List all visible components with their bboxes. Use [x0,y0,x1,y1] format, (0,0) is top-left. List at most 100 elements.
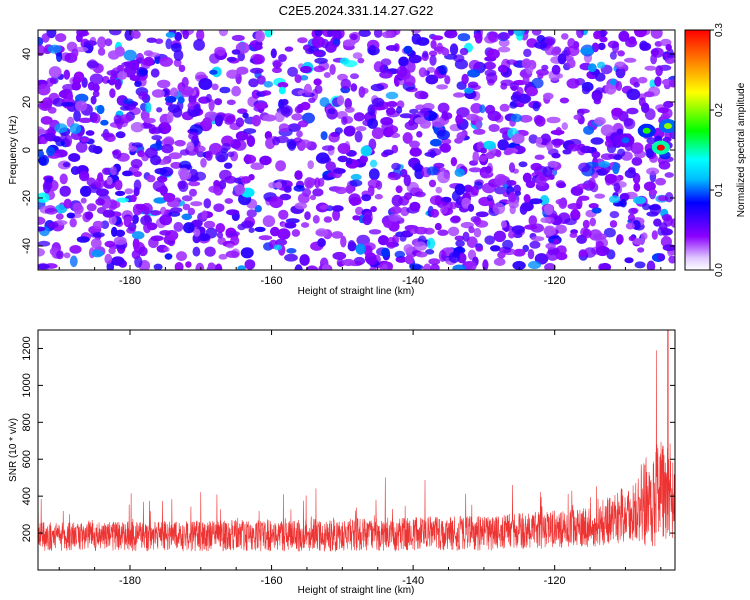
heatmap-cell [391,162,401,170]
heatmap-cell [467,203,475,212]
heatmap-cell [312,215,320,224]
heatmap-cell [345,184,354,194]
heatmap-cell [159,56,174,67]
heatmap-cell [600,153,614,161]
heatmap-cell [177,96,185,104]
heatmap-cell [504,147,514,155]
heatmap-cell [512,260,526,270]
heatmap-cell [559,97,570,104]
snr-x-ticks: -180 -160 -140 -120 [58,330,662,587]
heatmap-cell [173,221,184,232]
heatmap-cell [96,188,109,197]
heatmap-cell [394,250,406,258]
heatmap-cell [668,255,675,264]
heatmap-cell [591,207,602,214]
heatmap-cell [111,256,125,266]
heatmap-cell [102,167,111,175]
heatmap-cell [244,154,252,165]
heatmap-cell [131,249,141,260]
heatmap-cell [370,206,377,213]
heatmap-cell [275,181,283,189]
heatmap-cell [108,247,116,255]
heatmap-cell [214,98,223,106]
heatmap-cell [617,148,626,157]
heatmap-cell [614,61,627,70]
heatmap-cell [38,216,46,225]
heatmap-cell [174,262,184,270]
heatmap-cell [428,50,438,57]
x-tick-label: -180 [119,575,141,587]
heatmap-cell [235,117,245,128]
heatmap-cell [650,30,663,39]
heatmap-cell [542,166,553,178]
heatmap-cell [454,168,465,177]
heatmap-cell [626,107,639,115]
heatmap-cell [44,207,58,215]
heatmap-cell [370,159,378,168]
heatmap-cell [352,52,363,59]
heatmap-cell [323,72,331,78]
heatmap-cell [54,204,68,214]
heatmap-cell [344,106,355,113]
heatmap-cell [540,217,552,224]
heatmap-cell [340,78,352,90]
heatmap-cell [428,258,441,265]
heatmap-cell [573,114,582,120]
heatmap-cell [174,31,183,42]
heatmap-cell [251,114,261,127]
heatmap-cell [343,125,356,137]
heatmap-cell [236,66,249,75]
heatmap-cell [468,59,481,71]
heatmap-cell [117,71,128,80]
heatmap-cell [526,86,538,97]
heatmap-cell [551,64,561,75]
colorbar-gradient [684,29,711,271]
heatmap-cell [521,58,532,69]
heatmap-cell [211,83,219,91]
heatmap-cell [617,50,625,57]
heatmap-cell [153,197,167,204]
heatmap-cell [244,259,256,270]
heatmap-cell [121,61,134,68]
heatmap-cell [369,266,377,270]
heatmap-cell [497,139,510,151]
heatmap-cell [611,41,620,54]
heatmap-cell [648,204,661,211]
heatmap-cell [221,113,236,122]
heatmap-cell [655,177,667,186]
heatmap-cell [604,173,617,184]
heatmap-cell [661,214,673,222]
heatmap-cell [284,46,294,52]
heatmap-cell [104,240,116,248]
heatmap-cell [645,148,655,159]
heatmap-cell [275,160,286,172]
heatmap-cell [89,73,104,85]
heatmap-cell [164,253,173,260]
heatmap-cell [668,79,675,88]
heatmap-cell [473,227,482,238]
heatmap-cell [69,218,77,228]
y-tick-label: 40 [21,48,33,60]
heatmap-cell [182,203,191,211]
heatmap-cell [408,54,422,64]
heatmap-cell [513,248,526,257]
heatmap-cell [132,214,139,224]
heatmap-cell [170,207,183,214]
heatmap-cell [54,123,68,134]
heatmap-cell [38,226,46,232]
heatmap-cell [334,127,343,134]
heatmap-cell [181,195,193,202]
spectrogram-x-ticks: -180 -160 -140 -120 [58,30,662,287]
heatmap-cell [409,108,419,115]
heatmap-cell [106,176,113,185]
heatmap-cell [59,185,71,197]
heatmap-cell [663,100,674,109]
heatmap-cell [323,216,333,223]
heatmap-cell [307,160,315,170]
heatmap-cell [334,186,348,195]
heatmap-cell [543,203,554,216]
heatmap-cell [437,229,449,236]
heatmap-cell [226,69,240,79]
heatmap-cell [381,247,390,258]
heatmap-cell [327,108,336,115]
